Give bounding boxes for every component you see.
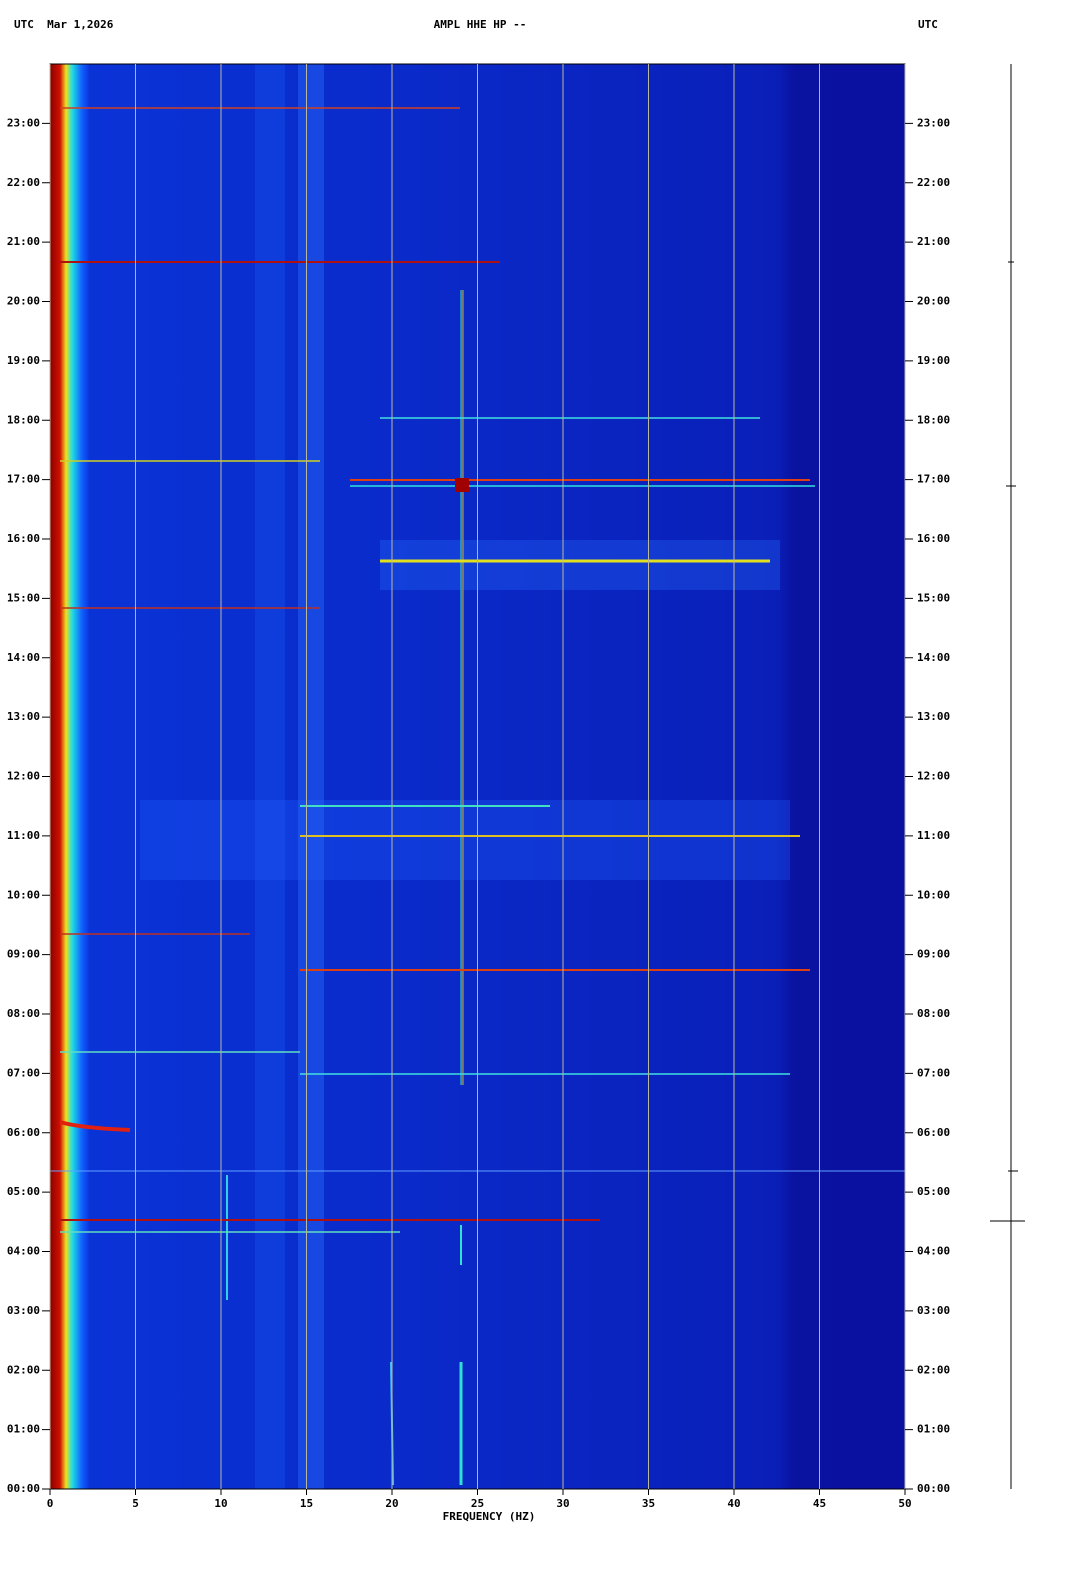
x-tick-label: 0 (47, 1497, 54, 1510)
x-tick-label: 45 (813, 1497, 826, 1510)
y-tick-label: 06:00 (7, 1126, 40, 1139)
y-tick-label: 14:00 (7, 651, 40, 664)
x-tick-label: 10 (214, 1497, 227, 1510)
y-tick-label: 01:00 (7, 1423, 40, 1436)
y-tick-label: 07:00 (917, 1066, 950, 1079)
x-tick-label: 30 (556, 1497, 569, 1510)
y-tick-label: 02:00 (7, 1363, 40, 1376)
y-tick-label: 22:00 (917, 176, 950, 189)
chart-title: AMPL HHE HP -- (434, 18, 527, 31)
y-tick-label: 20:00 (917, 295, 950, 308)
y-tick-label: 21:00 (7, 235, 40, 248)
x-tick-label: 20 (385, 1497, 398, 1510)
y-tick-label: 02:00 (917, 1363, 950, 1376)
y-tick-label: 08:00 (917, 1007, 950, 1020)
y-tick-label: 18:00 (7, 413, 40, 426)
x-axis-label: FREQUENCY (HZ) (443, 1510, 536, 1523)
x-tick-label: 5 (132, 1497, 139, 1510)
y-tick-label: 19:00 (917, 354, 950, 367)
y-tick-label: 11:00 (7, 829, 40, 842)
left-header: UTC Mar 1,2026 (14, 18, 114, 31)
y-tick-label: 13:00 (917, 710, 950, 723)
y-tick-label: 09:00 (917, 948, 950, 961)
y-tick-label: 07:00 (7, 1066, 40, 1079)
x-tick-label: 50 (898, 1497, 911, 1510)
x-tick-label: 35 (642, 1497, 655, 1510)
y-tick-label: 01:00 (917, 1423, 950, 1436)
y-tick-label: 04:00 (917, 1245, 950, 1258)
y-tick-label: 13:00 (7, 710, 40, 723)
x-tick-label: 25 (471, 1497, 484, 1510)
y-tick-label: 15:00 (917, 591, 950, 604)
y-tick-label: 17:00 (917, 473, 950, 486)
y-tick-label: 03:00 (917, 1304, 950, 1317)
y-tick-label: 21:00 (917, 235, 950, 248)
y-tick-label: 08:00 (7, 1007, 40, 1020)
y-tick-label: 20:00 (7, 295, 40, 308)
y-tick-label: 19:00 (7, 354, 40, 367)
y-tick-label: 05:00 (7, 1185, 40, 1198)
y-tick-label: 10:00 (917, 888, 950, 901)
y-tick-label: 00:00 (917, 1482, 950, 1495)
y-tick-label: 18:00 (917, 413, 950, 426)
y-tick-label: 23:00 (917, 116, 950, 129)
y-tick-label: 16:00 (7, 532, 40, 545)
y-tick-label: 10:00 (7, 888, 40, 901)
y-tick-label: 17:00 (7, 473, 40, 486)
y-tick-label: 04:00 (7, 1245, 40, 1258)
x-tick-label: 40 (727, 1497, 740, 1510)
y-tick-label: 05:00 (917, 1185, 950, 1198)
x-tick-label: 15 (300, 1497, 313, 1510)
y-tick-label: 00:00 (7, 1482, 40, 1495)
y-tick-label: 22:00 (7, 176, 40, 189)
y-tick-label: 09:00 (7, 948, 40, 961)
y-tick-label: 06:00 (917, 1126, 950, 1139)
y-tick-label: 14:00 (917, 651, 950, 664)
y-tick-label: 15:00 (7, 591, 40, 604)
y-tick-label: 23:00 (7, 116, 40, 129)
right-header: UTC (918, 18, 938, 31)
y-tick-label: 12:00 (7, 770, 40, 783)
y-tick-label: 03:00 (7, 1304, 40, 1317)
y-tick-label: 12:00 (917, 770, 950, 783)
y-tick-label: 11:00 (917, 829, 950, 842)
y-tick-label: 16:00 (917, 532, 950, 545)
